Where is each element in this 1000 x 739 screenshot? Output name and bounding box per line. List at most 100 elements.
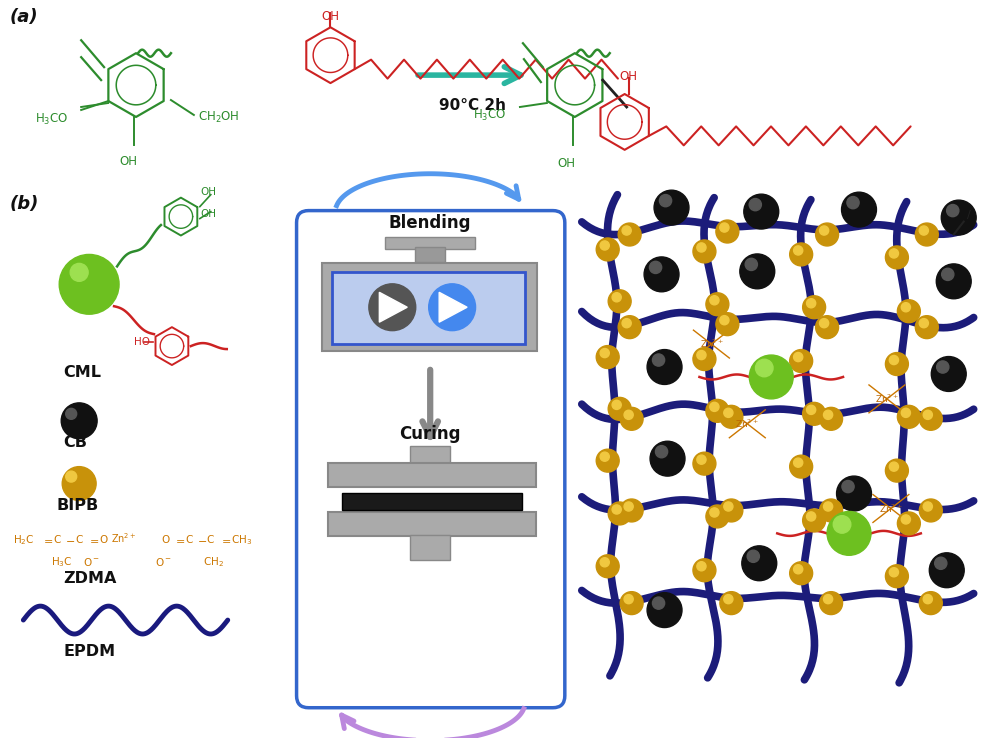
Circle shape: [897, 512, 920, 535]
Circle shape: [820, 499, 843, 522]
Circle shape: [744, 194, 779, 229]
Circle shape: [59, 254, 119, 314]
Circle shape: [820, 226, 829, 235]
Text: /: /: [967, 210, 970, 219]
Circle shape: [931, 356, 966, 392]
Circle shape: [820, 592, 843, 615]
Circle shape: [816, 223, 839, 246]
Circle shape: [596, 346, 619, 369]
Circle shape: [710, 402, 719, 412]
Circle shape: [745, 259, 757, 270]
Circle shape: [794, 353, 803, 361]
Circle shape: [724, 595, 733, 604]
Text: C: C: [53, 535, 61, 545]
Circle shape: [833, 516, 851, 533]
Text: H$_2$C: H$_2$C: [13, 534, 35, 548]
Circle shape: [915, 223, 938, 246]
FancyBboxPatch shape: [415, 248, 445, 262]
FancyBboxPatch shape: [328, 512, 536, 537]
Circle shape: [842, 480, 854, 493]
Circle shape: [889, 462, 898, 471]
Text: OH: OH: [620, 70, 638, 83]
Circle shape: [624, 502, 633, 511]
Text: C: C: [185, 535, 192, 545]
Circle shape: [823, 595, 833, 604]
Circle shape: [842, 192, 876, 227]
Text: Blending: Blending: [389, 214, 471, 231]
Circle shape: [724, 502, 733, 511]
Circle shape: [936, 264, 971, 299]
Circle shape: [847, 197, 859, 208]
Circle shape: [624, 410, 633, 420]
Text: OH: OH: [558, 157, 576, 170]
Text: $\mathdefault{-}$: $\mathdefault{-}$: [197, 535, 207, 545]
Circle shape: [755, 359, 773, 377]
FancyBboxPatch shape: [410, 535, 450, 560]
Circle shape: [937, 361, 949, 373]
Circle shape: [429, 284, 476, 330]
Circle shape: [941, 200, 976, 235]
Circle shape: [742, 546, 777, 581]
Text: H$_3$C: H$_3$C: [51, 556, 73, 569]
Circle shape: [889, 249, 898, 258]
Circle shape: [885, 459, 908, 482]
Circle shape: [596, 238, 619, 261]
Circle shape: [706, 399, 729, 422]
Circle shape: [807, 405, 816, 415]
Circle shape: [807, 512, 816, 521]
Circle shape: [749, 199, 761, 211]
Circle shape: [947, 205, 959, 217]
Circle shape: [66, 471, 77, 482]
Circle shape: [901, 303, 910, 312]
Circle shape: [820, 407, 843, 430]
Text: 90°C 2h: 90°C 2h: [439, 98, 506, 113]
Circle shape: [720, 316, 729, 324]
FancyBboxPatch shape: [322, 263, 537, 351]
Circle shape: [596, 449, 619, 472]
Circle shape: [820, 319, 829, 328]
Circle shape: [66, 409, 77, 419]
Text: Zn$^{2+}$: Zn$^{2+}$: [111, 531, 137, 545]
Text: C: C: [207, 535, 214, 545]
Circle shape: [644, 257, 679, 292]
Circle shape: [923, 595, 932, 604]
Circle shape: [790, 455, 813, 478]
Circle shape: [803, 296, 826, 319]
Circle shape: [720, 592, 743, 615]
Circle shape: [697, 243, 706, 252]
Circle shape: [706, 293, 729, 316]
Text: CML: CML: [63, 365, 101, 380]
Text: OH: OH: [119, 154, 137, 168]
Circle shape: [794, 565, 803, 573]
Circle shape: [794, 458, 803, 467]
Text: Curing: Curing: [399, 425, 461, 443]
Circle shape: [942, 268, 954, 281]
Circle shape: [612, 401, 621, 409]
Text: CH$_3$: CH$_3$: [231, 534, 252, 548]
Circle shape: [919, 226, 928, 235]
Circle shape: [747, 551, 759, 562]
Text: O: O: [99, 535, 107, 545]
Circle shape: [720, 223, 729, 232]
Circle shape: [608, 290, 631, 313]
Circle shape: [790, 350, 813, 372]
Circle shape: [652, 597, 665, 609]
Circle shape: [827, 511, 871, 555]
FancyBboxPatch shape: [385, 236, 475, 250]
Circle shape: [608, 398, 631, 420]
Text: OH: OH: [201, 187, 217, 197]
Circle shape: [600, 452, 609, 461]
Circle shape: [697, 562, 706, 571]
Circle shape: [697, 455, 706, 464]
Circle shape: [608, 502, 631, 525]
Circle shape: [70, 263, 88, 282]
Circle shape: [901, 515, 910, 524]
Circle shape: [885, 353, 908, 375]
Circle shape: [803, 402, 826, 425]
Circle shape: [923, 410, 932, 420]
Circle shape: [652, 354, 665, 366]
Circle shape: [794, 246, 803, 255]
Circle shape: [720, 406, 743, 429]
Text: O$^-$: O$^-$: [83, 556, 100, 568]
Circle shape: [803, 509, 826, 532]
